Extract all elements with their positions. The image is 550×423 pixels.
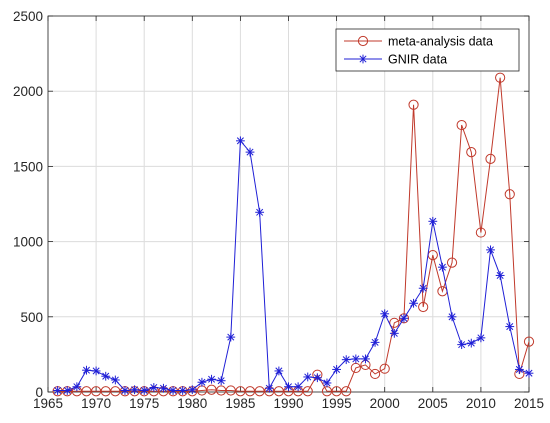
data-point xyxy=(82,365,91,375)
x-tick-label: 1975 xyxy=(129,396,159,411)
data-point xyxy=(101,371,111,381)
data-point xyxy=(389,317,400,328)
data-point xyxy=(178,386,188,395)
data-point xyxy=(505,322,515,331)
x-tick-label: 2015 xyxy=(514,396,544,411)
data-point xyxy=(504,189,515,200)
data-point xyxy=(264,383,274,393)
data-point xyxy=(149,383,159,392)
data-point xyxy=(53,386,63,395)
data-point xyxy=(351,354,361,364)
data-point xyxy=(369,368,381,380)
data-point xyxy=(457,340,467,350)
data-point xyxy=(514,365,524,374)
data-point xyxy=(187,385,197,395)
data-point xyxy=(456,119,467,131)
data-point xyxy=(72,382,82,392)
data-point xyxy=(302,386,313,397)
data-point xyxy=(447,312,457,322)
data-point xyxy=(370,337,380,347)
data-point xyxy=(524,368,534,378)
data-point xyxy=(389,328,399,338)
data-point xyxy=(398,313,410,324)
legend-item: GNIR data xyxy=(344,53,447,67)
y-tick-label: 2500 xyxy=(13,9,43,24)
data-point xyxy=(466,338,476,348)
y-tick-label: 2000 xyxy=(13,84,43,99)
series-layer xyxy=(52,72,535,397)
data-point xyxy=(475,227,486,238)
data-point xyxy=(255,207,265,217)
x-tick-label: 1970 xyxy=(81,396,111,411)
legend-label: meta-analysis data xyxy=(388,35,493,49)
data-point xyxy=(350,362,361,374)
y-tick-label: 1000 xyxy=(13,235,43,250)
data-point xyxy=(466,147,477,158)
data-point xyxy=(341,386,352,397)
data-point xyxy=(523,336,535,347)
data-point xyxy=(408,99,419,110)
y-tick-label: 1500 xyxy=(13,159,43,174)
x-tick-label: 1985 xyxy=(225,396,255,411)
data-point xyxy=(236,136,245,146)
legend-marker xyxy=(357,35,369,47)
data-point xyxy=(139,386,149,395)
data-point xyxy=(226,332,236,342)
data-point xyxy=(476,333,486,343)
x-tick-label: 2010 xyxy=(466,396,496,411)
x-tick-label: 1980 xyxy=(177,396,207,411)
x-tick-label: 1995 xyxy=(322,396,352,411)
legend: meta-analysis data GNIR data xyxy=(335,28,520,72)
data-point xyxy=(168,386,178,395)
legend-item: meta-analysis data xyxy=(344,35,493,49)
data-point xyxy=(438,262,447,272)
data-point xyxy=(409,298,418,308)
axes-layer: 1965 1970 1975 1980 1985 1990 1995 2000 2005 2010… xyxy=(13,9,544,411)
data-point xyxy=(332,365,341,374)
grid-layer xyxy=(47,15,530,393)
data-point xyxy=(485,153,496,164)
y-tick-label: 0 xyxy=(35,385,43,400)
data-point xyxy=(495,271,505,280)
data-point xyxy=(110,375,120,385)
data-point xyxy=(418,283,428,293)
x-tick-label: 2005 xyxy=(418,396,448,411)
data-point xyxy=(159,383,168,393)
data-point xyxy=(284,382,293,392)
legend-box xyxy=(335,28,520,72)
data-point xyxy=(303,372,313,382)
data-point xyxy=(495,72,506,83)
data-point xyxy=(197,377,207,387)
data-point xyxy=(207,374,216,384)
data-point xyxy=(245,147,255,157)
data-point xyxy=(216,376,226,386)
data-point xyxy=(486,245,495,255)
x-tick-label: 1990 xyxy=(273,396,303,411)
data-point xyxy=(361,354,370,364)
data-point xyxy=(399,313,409,323)
data-point xyxy=(312,373,322,383)
data-point xyxy=(428,216,438,226)
series-gnir xyxy=(53,136,534,395)
data-point xyxy=(62,386,72,395)
data-point xyxy=(130,385,139,395)
data-point xyxy=(418,301,429,313)
data-point xyxy=(379,363,390,374)
x-tick-label: 2000 xyxy=(370,396,400,411)
data-point xyxy=(341,355,351,365)
legend-label: GNIR data xyxy=(388,53,447,67)
data-point xyxy=(446,257,458,268)
x-tick-label: 1965 xyxy=(33,396,63,411)
data-point xyxy=(322,378,332,388)
legend-marker xyxy=(358,54,368,64)
data-point xyxy=(120,386,130,395)
data-point xyxy=(91,366,101,376)
data-point xyxy=(293,382,303,392)
data-point xyxy=(274,366,284,376)
data-point xyxy=(380,309,390,319)
y-tick-label: 500 xyxy=(20,310,43,325)
